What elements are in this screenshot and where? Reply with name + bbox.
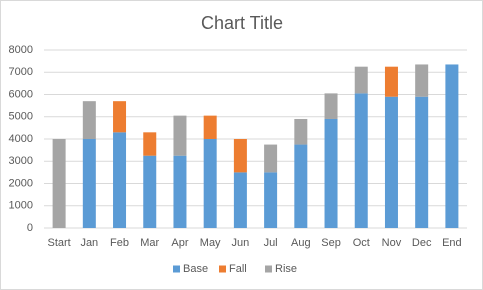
y-tick-label: 3000	[9, 155, 33, 167]
bar-segment	[143, 132, 157, 156]
legend-label: Fall	[229, 263, 247, 275]
x-tick-label: Jun	[232, 237, 250, 249]
x-tick-label: Aug	[291, 237, 311, 249]
x-tick-label: May	[200, 237, 221, 249]
bar-segment	[384, 96, 398, 228]
chart-title: Chart Title	[201, 13, 283, 33]
x-tick-label: Jan	[80, 237, 98, 249]
bar-segment	[354, 66, 368, 94]
bar-segment	[173, 155, 187, 228]
x-tick-label: Feb	[110, 237, 129, 249]
bar-segment	[203, 139, 217, 228]
bar-segment	[52, 139, 66, 228]
bar-segment	[384, 66, 398, 97]
bar-segment	[173, 115, 187, 156]
bar-segment	[294, 144, 308, 228]
x-tick-label: Mar	[140, 237, 159, 249]
legend-swatch	[265, 265, 272, 273]
bar-segment	[82, 139, 96, 228]
y-tick-label: 1000	[9, 200, 33, 212]
legend-label: Base	[183, 263, 208, 275]
bar-segment	[324, 93, 338, 119]
bar-segment	[354, 93, 368, 228]
y-tick-label: 8000	[9, 44, 33, 56]
bar-segment	[82, 101, 96, 139]
bar-segment	[445, 64, 459, 229]
x-tick-label: Apr	[171, 237, 188, 249]
bar-segment	[233, 139, 247, 173]
legend-label: Rise	[275, 263, 297, 275]
y-tick-label: 0	[27, 222, 33, 234]
bar-segment	[113, 132, 127, 228]
x-tick-label: End	[442, 237, 462, 249]
y-tick-label: 4000	[9, 133, 33, 145]
bar-segment	[113, 101, 127, 133]
bar-segment	[203, 115, 217, 139]
y-tick-label: 6000	[9, 88, 33, 100]
x-tick-label: Oct	[353, 237, 370, 249]
bar-segment	[143, 155, 157, 228]
bar-segment	[324, 118, 338, 228]
x-tick-label: Sep	[321, 237, 341, 249]
legend-swatch	[173, 265, 180, 273]
bar-segment	[264, 144, 278, 173]
legend-swatch	[219, 265, 226, 273]
y-tick-label: 2000	[9, 177, 33, 189]
bar-segment	[415, 64, 429, 97]
x-tick-label: Dec	[412, 237, 432, 249]
x-tick-label: Start	[47, 237, 70, 249]
x-tick-label: Nov	[382, 237, 402, 249]
bar-segment	[264, 172, 278, 228]
y-tick-label: 7000	[9, 66, 33, 78]
bar-segment	[294, 118, 308, 145]
bar-segment	[233, 172, 247, 228]
x-tick-label: Jul	[264, 237, 278, 249]
y-tick-label: 5000	[9, 111, 33, 123]
bar-segment	[415, 96, 429, 228]
